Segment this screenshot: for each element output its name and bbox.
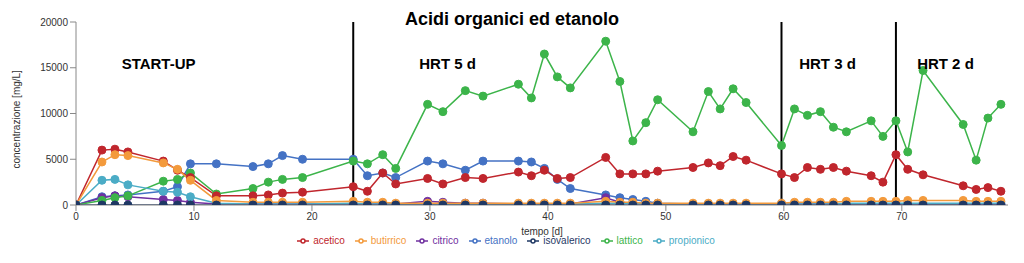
svg-text:60: 60 [778, 211, 790, 222]
svg-text:20000: 20000 [40, 17, 68, 28]
svg-text:40: 40 [542, 211, 554, 222]
html-text:acetico: acetico [313, 235, 345, 246]
html-text:isovalerico: isovalerico [543, 235, 591, 246]
svg-text:5000: 5000 [46, 154, 69, 165]
html-text:butirrico: butirrico [370, 235, 407, 246]
svg-text:HRT 5 d: HRT 5 d [419, 55, 476, 72]
svg-text:30: 30 [424, 211, 436, 222]
svg-text:70: 70 [896, 211, 908, 222]
svg-text:HRT 2 d: HRT 2 d [917, 55, 974, 72]
svg-text:0: 0 [73, 211, 79, 222]
html-text:Acidi organici ed etanolo: Acidi organici ed etanolo [405, 9, 619, 29]
svg-text:10: 10 [188, 211, 200, 222]
html-text:citrico: citrico [432, 235, 459, 246]
html-text:etanolo: etanolo [484, 235, 518, 246]
svg-text:concentrazione [mg/L]: concentrazione [mg/L] [11, 70, 22, 169]
svg-text:START-UP: START-UP [122, 55, 196, 72]
html-text:propionico: propionico [668, 235, 715, 246]
svg-text:HRT 3 d: HRT 3 d [799, 55, 856, 72]
svg-text:20: 20 [306, 211, 318, 222]
svg-text:tempo [d]: tempo [d] [521, 226, 563, 237]
svg-text:10000: 10000 [40, 108, 68, 119]
svg-text:0: 0 [62, 200, 68, 211]
svg-text:50: 50 [660, 211, 672, 222]
html-text:lattico: lattico [616, 235, 643, 246]
svg-text:15000: 15000 [40, 62, 68, 73]
